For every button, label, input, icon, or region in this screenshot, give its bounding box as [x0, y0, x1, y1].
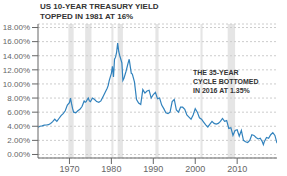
svg-text:10.00%: 10.00% — [8, 80, 30, 89]
svg-text:14.00%: 14.00% — [8, 52, 30, 61]
svg-text:1990: 1990 — [143, 164, 163, 174]
svg-text:2010: 2010 — [227, 164, 247, 174]
svg-text:1970: 1970 — [59, 164, 79, 174]
svg-text:18.00%: 18.00% — [8, 23, 30, 32]
svg-text:4.00%: 4.00% — [8, 122, 30, 131]
svg-text:0.00%: 0.00% — [8, 150, 30, 159]
svg-text:2000: 2000 — [185, 164, 205, 174]
svg-text:2.00%: 2.00% — [8, 136, 30, 145]
svg-text:16.00%: 16.00% — [8, 37, 30, 46]
svg-text:1980: 1980 — [101, 164, 121, 174]
svg-text:12.00%: 12.00% — [8, 66, 30, 75]
svg-text:6.00%: 6.00% — [8, 108, 30, 117]
html-text:THE 35-YEAR CYCLE BOTTOMED IN: THE 35-YEAR CYCLE BOTTOMED IN 2016 AT 1.… — [193, 69, 259, 94]
html-text:US 10-YEAR TREASURY YIELD TOPP: US 10-YEAR TREASURY YIELD TOPPED IN 1981… — [40, 2, 159, 21]
svg-text:8.00%: 8.00% — [8, 94, 30, 103]
